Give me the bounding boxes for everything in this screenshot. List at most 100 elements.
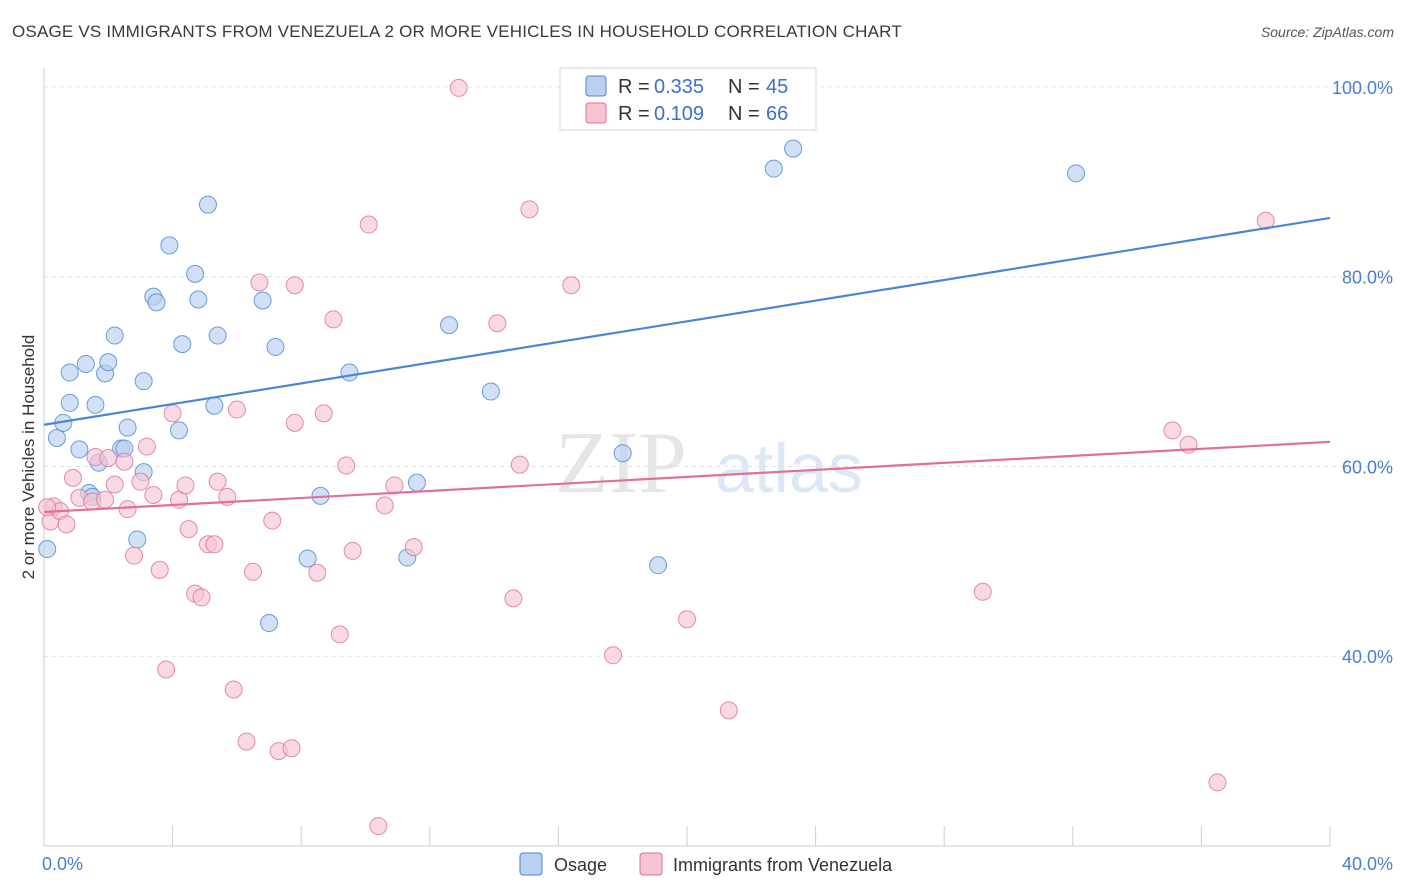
y-tick-label-3: 40.0% [1342,647,1393,667]
watermark-zip: ZIP [555,415,687,512]
osage-point-30 [260,614,279,633]
osage-point-38 [481,382,500,401]
venezuela-point-51 [488,314,507,333]
venezuela-point-18 [157,660,176,679]
venezuela-point-8 [96,490,115,509]
legend-n-label-1: N = [728,76,760,98]
data-points [38,78,1275,836]
osage-point-23 [173,335,192,354]
venezuela-point-52 [504,589,523,608]
venezuela-point-55 [562,276,581,295]
x-tick-label-0: 0.0% [42,854,83,874]
osage-point-34 [340,363,359,382]
venezuela-point-34 [263,511,282,530]
venezuela-point-41 [324,310,343,329]
osage-point-21 [160,236,179,255]
trend-lines [43,216,1331,514]
venezuela-point-12 [118,500,137,519]
osage-point-15 [118,418,137,437]
chart-title: OSAGE VS IMMIGRANTS FROM VENEZUELA 2 OR … [12,22,902,41]
tick-labels: 100.0% 80.0% 60.0% 40.0% 0.0% 40.0% [42,78,1393,874]
osage-point-8 [86,395,105,414]
osage-point-4 [60,363,79,382]
venezuela-point-32 [243,562,262,581]
venezuela-point-65 [38,498,57,517]
legend-n-label-2: N = [728,103,760,125]
osage-point-31 [266,337,285,356]
chart-source: Source: ZipAtlas.com [1260,24,1394,40]
axes [43,68,1330,847]
venezuela-point-43 [337,456,356,475]
venezuela-point-45 [359,215,378,234]
venezuela-point-16 [144,485,163,504]
osage-point-28 [208,326,227,345]
venezuela-point-11 [115,452,134,471]
osage-point-36 [407,473,426,492]
osage-trend-line [43,216,1331,426]
legend: R = 0.335 N = 45 R = 0.109 N = 66 [559,67,817,131]
venezuela-point-50 [449,78,468,97]
bottom-legend: Osage Immigrants from Venezuela [519,852,893,876]
venezuela-point-21 [176,476,195,495]
venezuela-point-44 [343,541,362,560]
venezuela-point-4 [63,468,82,487]
legend-r-label-2: R = [618,103,650,125]
venezuela-point-42 [330,625,349,644]
venezuela-point-63 [1208,773,1227,792]
osage-point-22 [170,421,189,440]
venezuela-point-49 [404,538,423,557]
venezuela-point-60 [973,582,992,601]
osage-point-3 [60,393,79,412]
venezuela-point-48 [385,476,404,495]
y-axis-label: 2 or more Vehicles in Household [19,335,38,580]
bottom-legend-label-osage: Osage [554,855,607,875]
venezuela-point-30 [227,400,246,419]
y-tick-label-2: 60.0% [1342,457,1393,477]
venezuela-point-40 [314,404,333,423]
venezuela-point-37 [285,413,304,432]
legend-n-value-2: 66 [766,103,788,125]
venezuela-trend-line [43,440,1331,514]
osage-point-11 [99,353,118,372]
venezuela-point-22 [179,520,198,539]
legend-swatch-venezuela [585,102,607,124]
venezuela-point-3 [57,515,76,534]
osage-point-40 [649,556,668,575]
x-tick-marks [43,826,1331,846]
osage-point-27 [205,396,224,415]
venezuela-point-36 [282,739,301,758]
osage-point-24 [186,264,205,283]
venezuela-point-33 [250,273,269,292]
osage-point-37 [440,316,459,335]
venezuela-point-46 [369,817,388,836]
osage-point-6 [76,355,95,374]
venezuela-point-38 [285,276,304,295]
venezuela-point-14 [131,472,150,491]
venezuela-point-13 [125,546,144,565]
legend-swatch-osage [585,75,607,97]
osage-point-43 [1067,164,1086,183]
venezuela-point-56 [604,646,623,665]
osage-point-5 [70,440,89,459]
venezuela-point-58 [719,701,738,720]
osage-point-39 [613,444,632,463]
bottom-legend-swatch-venezuela [639,852,663,876]
osage-point-0 [38,540,57,559]
venezuela-point-31 [237,732,256,751]
osage-point-1 [47,429,66,448]
venezuela-point-61 [1163,421,1182,440]
venezuela-point-53 [510,455,529,474]
osage-point-17 [134,372,153,391]
legend-r-value-2: 0.109 [654,103,704,125]
venezuela-point-17 [150,560,169,579]
venezuela-point-24 [192,588,211,607]
bottom-legend-swatch-osage [519,852,543,876]
venezuela-point-54 [520,200,539,219]
y-tick-label-1: 80.0% [1342,268,1393,288]
venezuela-point-15 [137,437,156,456]
venezuela-point-57 [678,610,696,629]
osage-point-26 [198,195,217,214]
osage-point-12 [105,326,124,345]
osage-point-20 [147,293,166,312]
